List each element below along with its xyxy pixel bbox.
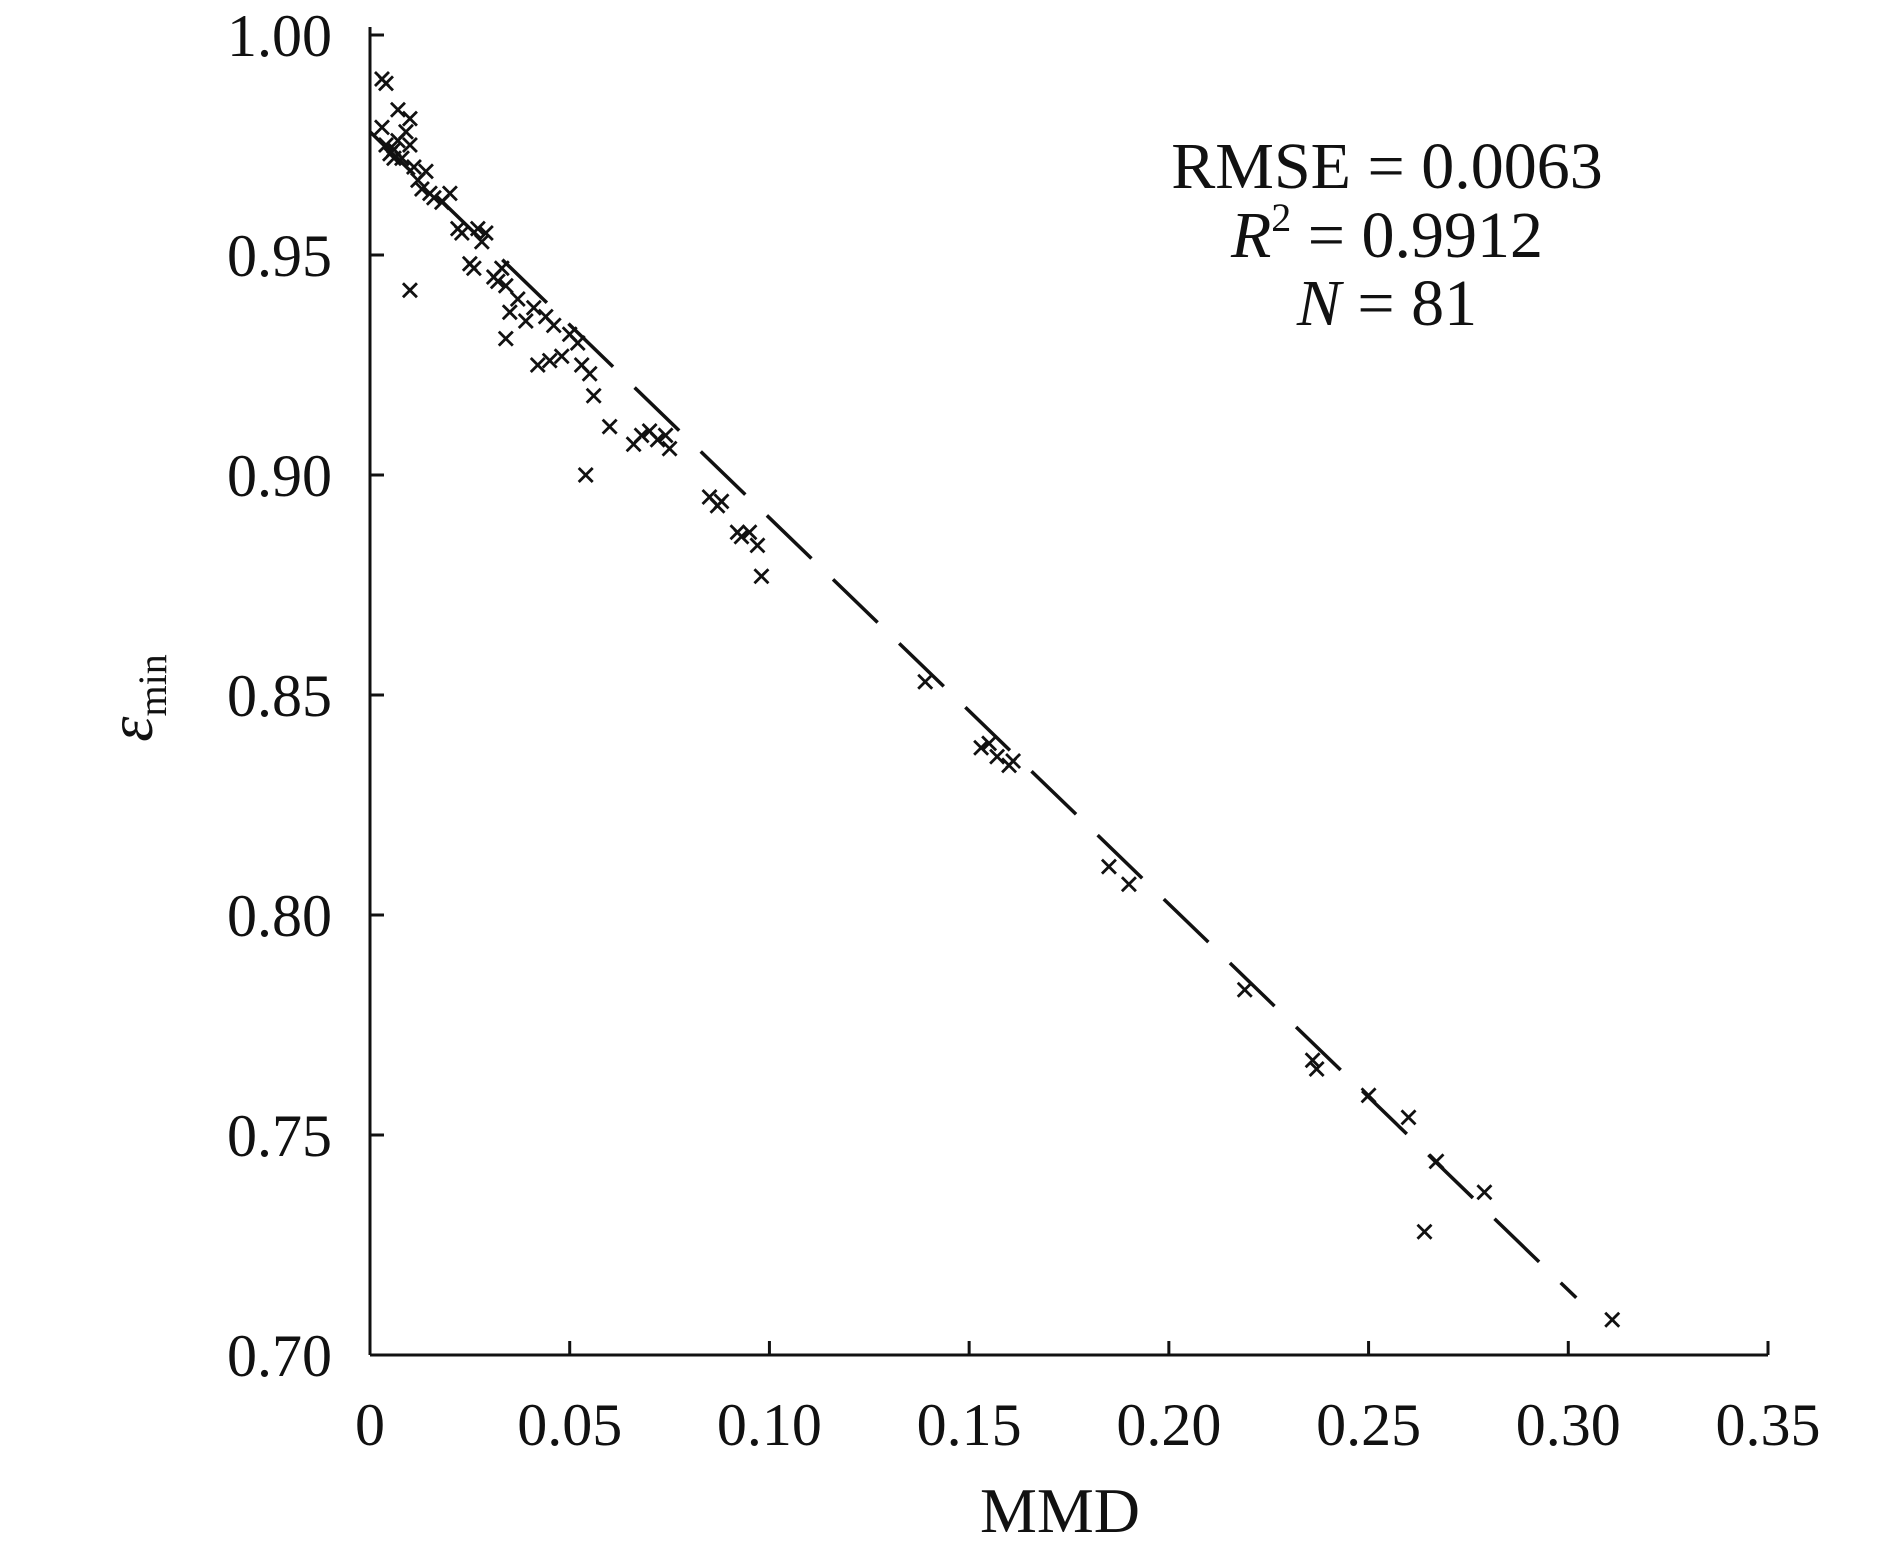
data-point	[425, 189, 442, 206]
data-point	[397, 123, 414, 140]
data-point	[385, 150, 402, 167]
data-point	[453, 225, 470, 241]
x-axis-title: MMD	[980, 1475, 1140, 1546]
data-point	[749, 537, 766, 554]
data-point	[989, 748, 1006, 765]
x-tick-label: 0	[355, 1392, 385, 1458]
data-point	[713, 493, 730, 510]
plot-area: 0.70 0.75 0.80 0.85 0.90 0.95 1.00 0 0.05 0.10 0.…	[227, 3, 1821, 1458]
data-point	[377, 75, 394, 92]
y-tick-label: 1.00	[227, 3, 332, 69]
data-point	[529, 357, 546, 373]
data-point	[917, 673, 934, 690]
data-point	[469, 220, 486, 237]
data-point	[473, 233, 490, 250]
data-point	[1236, 981, 1253, 998]
data-point	[1428, 1153, 1445, 1170]
data-point	[1304, 1052, 1321, 1069]
data-point	[1476, 1184, 1493, 1201]
data-point	[577, 467, 594, 483]
data-point	[633, 427, 650, 444]
data-point	[413, 181, 430, 197]
data-point	[973, 739, 990, 756]
data-point	[373, 119, 390, 136]
data-point	[497, 277, 514, 294]
data-point	[729, 524, 746, 541]
y-tick-label: 0.95	[227, 223, 332, 289]
data-point	[493, 260, 510, 277]
fit-line	[368, 130, 1578, 1300]
data-point	[1400, 1109, 1417, 1126]
data-point	[1005, 753, 1022, 769]
x-tick-label: 0.30	[1516, 1392, 1621, 1458]
x-tick-label: 0.15	[917, 1392, 1022, 1458]
data-point	[553, 348, 570, 365]
data-point	[509, 291, 526, 307]
data-point	[501, 304, 518, 321]
x-tick-label: 0.35	[1716, 1392, 1821, 1458]
y-tick-label: 0.70	[227, 1323, 332, 1389]
data-point	[741, 524, 758, 541]
data-point	[545, 317, 562, 334]
data-point	[657, 427, 674, 444]
data-point	[569, 335, 586, 351]
stats-annotation: RMSE = 0.0063 R2 = 0.9912 N = 81	[1171, 130, 1602, 340]
data-point	[489, 273, 506, 290]
data-point	[401, 282, 418, 299]
data-point	[477, 225, 494, 241]
data-point	[417, 163, 434, 180]
x-tick-label: 0.05	[517, 1392, 622, 1458]
x-tick-label: 0.10	[717, 1392, 822, 1458]
data-point	[661, 440, 678, 457]
x-tick-label: 0.20	[1116, 1392, 1221, 1458]
y-ticks: 0.70 0.75 0.80 0.85 0.90 0.95 1.00	[227, 3, 384, 1389]
y-axis-title-symbol: ε	[95, 716, 166, 742]
data-point	[465, 260, 482, 277]
svg-text:εmin: εmin	[95, 654, 175, 741]
data-point	[525, 299, 542, 316]
data-point	[1120, 876, 1137, 893]
data-point	[753, 568, 770, 585]
y-tick-label: 0.75	[227, 1103, 332, 1169]
data-point	[1604, 1311, 1621, 1328]
r2-annotation: R2 = 0.9912	[1230, 195, 1543, 272]
n-annotation: N = 81	[1296, 267, 1477, 340]
data-point	[601, 418, 618, 435]
data-point	[1100, 858, 1117, 875]
data-point	[541, 352, 558, 369]
data-point	[401, 137, 418, 153]
data-point	[517, 313, 534, 329]
data-point	[433, 194, 450, 211]
data-point	[377, 137, 394, 153]
y-tick-label: 0.90	[227, 443, 332, 509]
y-tick-label: 0.85	[227, 663, 332, 729]
x-tick-label: 0.25	[1316, 1392, 1421, 1458]
data-point	[401, 110, 418, 127]
data-point	[405, 159, 422, 175]
data-point	[497, 330, 514, 347]
data-points	[373, 71, 1621, 1328]
data-point	[1360, 1087, 1377, 1104]
y-axis-title-subscript: min	[130, 654, 175, 716]
data-point	[389, 101, 406, 118]
data-point	[981, 735, 998, 752]
data-point	[1308, 1061, 1325, 1077]
regression-line	[368, 130, 1578, 1300]
data-point	[1416, 1223, 1433, 1240]
data-point	[581, 365, 598, 382]
data-point	[649, 431, 666, 448]
y-tick-label: 0.80	[227, 883, 332, 949]
y-axis-title: εmin	[95, 654, 175, 741]
data-point	[585, 387, 602, 404]
rmse-annotation: RMSE = 0.0063	[1171, 130, 1602, 203]
x-ticks: 0 0.05 0.10 0.15 0.20 0.25 0.30 0.35	[355, 1341, 1821, 1458]
